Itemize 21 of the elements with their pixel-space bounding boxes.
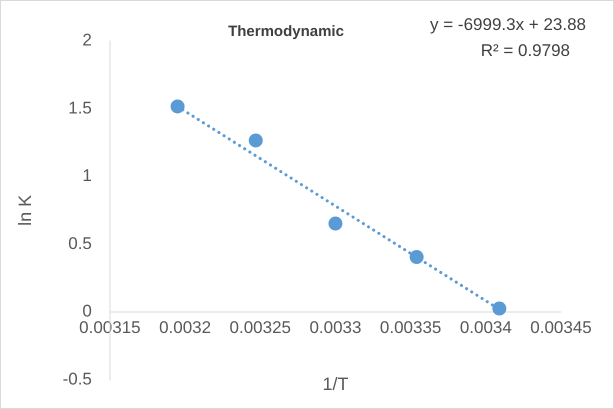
point [410, 250, 424, 264]
x-tick-label: 0.0032 [159, 318, 212, 337]
point [328, 216, 342, 231]
text: y = -6999.3x + 23.88 [430, 15, 586, 34]
chart-title: Thermodynamic [228, 23, 344, 40]
annotation: R² = 0.9798 [480, 41, 570, 60]
y-tick-label: 1.5 [68, 98, 92, 118]
x-tick-label: 0.0033 [309, 318, 362, 337]
point [492, 302, 506, 316]
y-tick-label: -0.5 [62, 369, 92, 388]
x-tick-label: 0.00335 [380, 318, 442, 337]
y-tick-label: 2 [82, 30, 92, 50]
point [248, 133, 263, 148]
y-tick-label: 0.5 [68, 234, 92, 253]
y-tick-label: 1 [82, 166, 92, 186]
y-axis-title: ln K [14, 194, 35, 226]
x-tick-label: 0.00345 [530, 318, 592, 337]
point [170, 99, 185, 114]
x-axis-title: 1/T [322, 374, 348, 394]
x-tick-label: 0.00325 [230, 318, 291, 337]
x-tick-label: 0.0034 [460, 318, 512, 337]
